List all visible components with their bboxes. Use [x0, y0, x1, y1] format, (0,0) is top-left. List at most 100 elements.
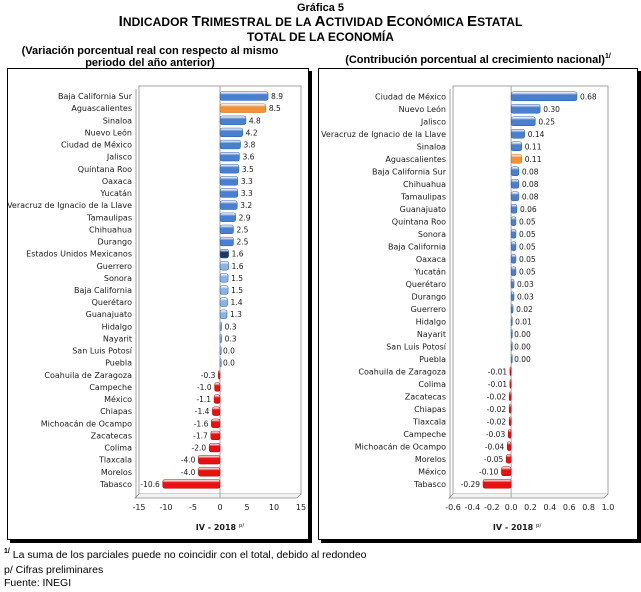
chart-subtitle: TOTAL DE LA ECONOMÍA	[247, 30, 394, 44]
bar	[510, 266, 517, 276]
category-label: Chiapas	[414, 405, 446, 414]
x-tick-label: 1.0	[602, 503, 615, 512]
category-label: Chihuahua	[89, 225, 132, 234]
category-label: México	[418, 466, 446, 476]
plot-floor	[448, 493, 609, 499]
bar	[219, 127, 243, 138]
data-label: -0.3	[201, 371, 216, 380]
bar	[510, 179, 520, 189]
category-label: Sinaloa	[103, 116, 132, 125]
footnote-marker: 1/	[4, 548, 10, 555]
data-label: 3.8	[244, 141, 256, 150]
category-label: Jalisco	[420, 117, 446, 126]
category-label: Nuevo León	[85, 127, 132, 137]
data-label: 8.9	[271, 92, 283, 101]
category-label: Jalisco	[106, 153, 132, 162]
bar	[482, 479, 512, 489]
bar	[219, 164, 240, 174]
category-label: Veracruz de Ignacio de la Llave	[321, 130, 446, 139]
title-initial: A	[314, 13, 326, 30]
x-axis-title: IV - 2018 p/	[493, 523, 542, 532]
bar	[219, 273, 229, 283]
data-label: -4.0	[181, 468, 196, 477]
bar	[219, 212, 236, 222]
category-label: Campeche	[403, 430, 446, 439]
right-chart-title-footnote-marker: 1/	[604, 53, 611, 60]
data-label: -0.04	[485, 442, 505, 451]
data-label: 0.30	[543, 105, 560, 114]
category-label: Zacatecas	[405, 392, 446, 401]
bar	[501, 466, 512, 476]
data-label: 0.08	[522, 180, 539, 189]
data-label: -0.03	[486, 430, 506, 439]
bar	[198, 455, 221, 465]
footnote-rounding-text: La suma de los parciales puede no coinci…	[9, 549, 367, 561]
bar	[507, 429, 512, 439]
category-label: Veracruz de Ignacio de la Llave	[8, 201, 132, 210]
plot-area	[452, 85, 609, 495]
data-label: 2.5	[237, 225, 249, 234]
category-label: Chihuahua	[403, 180, 446, 189]
x-tick-label: 0.4	[544, 503, 557, 512]
bar	[510, 254, 517, 264]
category-label: Sonora	[418, 230, 446, 239]
x-tick-label: -0.6	[445, 503, 461, 512]
title-initial: I	[118, 13, 123, 30]
bar	[510, 154, 523, 164]
data-label: 1.4	[231, 298, 243, 307]
title-initial: T	[191, 13, 202, 30]
data-label: 0.68	[580, 92, 597, 101]
category-label: Guanajuato	[86, 310, 132, 319]
title-initial: E	[467, 13, 478, 30]
bar	[510, 291, 515, 301]
x-tick-label: 10	[269, 503, 279, 512]
bar	[219, 115, 247, 125]
chart-main-title: INDICADOR TRIMESTRAL DE LA ACTIVIDAD ECO…	[0, 13, 641, 30]
x-tick-label: 0.6	[563, 503, 576, 512]
category-label: Baja California Sur	[58, 92, 133, 101]
data-label: 3.6	[242, 153, 254, 162]
data-label: 1.5	[231, 286, 243, 295]
category-label: San Luis Potosí	[72, 347, 133, 356]
data-label: -10.6	[140, 480, 160, 489]
bar	[219, 261, 229, 271]
x-axis-title-sup: p/	[239, 523, 244, 529]
data-label: 3.3	[241, 177, 253, 186]
category-label: Guanajuato	[400, 205, 446, 214]
category-label: Michoacán de Ocampo	[41, 419, 132, 428]
data-label: 0.0	[223, 359, 235, 368]
data-label: 0.3	[225, 334, 237, 343]
x-tick-label: 0.2	[524, 503, 537, 512]
category-label: Puebla	[105, 359, 132, 368]
category-label: Querétaro	[92, 297, 132, 307]
x-tick-label: 5	[244, 503, 249, 512]
title-fragment: CTIVIDAD	[325, 15, 387, 29]
bar	[219, 103, 267, 113]
bar	[219, 345, 222, 356]
bar	[508, 391, 512, 401]
category-label: Baja California	[74, 286, 132, 295]
bar	[219, 224, 234, 235]
data-label: 0.05	[519, 267, 536, 276]
data-label: 0.01	[515, 317, 532, 326]
data-label: 0.05	[519, 255, 536, 264]
category-label: Colima	[104, 444, 132, 453]
data-label: 0.08	[522, 192, 539, 201]
data-label: 0.08	[522, 167, 539, 176]
data-label: 0.11	[525, 155, 542, 164]
bar	[219, 358, 222, 368]
title-fragment: STATAL	[477, 15, 523, 29]
data-label: 0.05	[519, 230, 536, 239]
data-label: 0.06	[520, 205, 537, 214]
data-label: -0.10	[479, 467, 499, 476]
data-label: -1.1	[196, 395, 211, 404]
bar	[210, 430, 221, 441]
bar	[219, 285, 229, 295]
category-label: Tamaulipas	[400, 192, 446, 201]
data-label: 0.3	[225, 322, 237, 331]
bar	[198, 467, 221, 477]
category-label: Oaxaca	[102, 177, 132, 186]
bar	[219, 176, 239, 186]
bar	[510, 216, 517, 226]
bar	[219, 333, 222, 344]
